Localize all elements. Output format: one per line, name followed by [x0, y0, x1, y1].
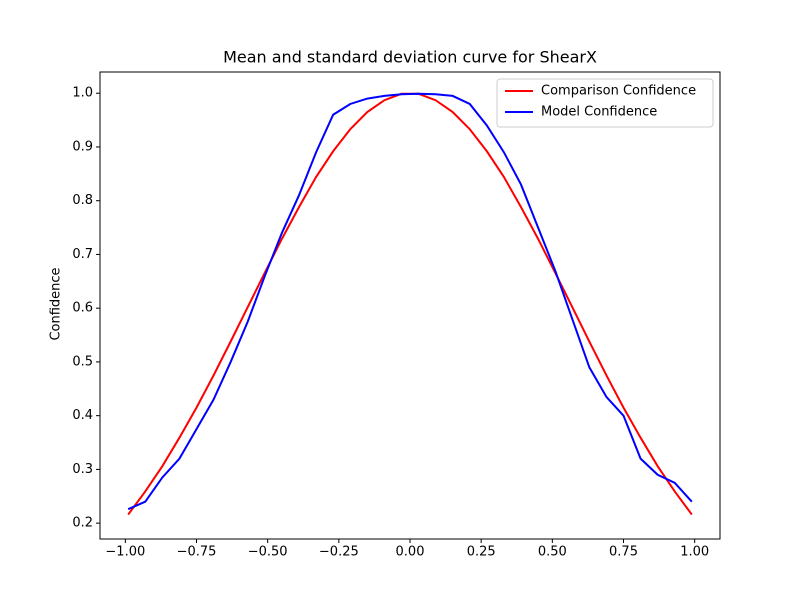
legend-label: Model Confidence [541, 105, 657, 120]
legend-box [496, 78, 714, 128]
x-tick-label: 0.50 [538, 545, 567, 560]
x-tick-label: 0.25 [467, 545, 496, 560]
y-tick-label: 0.9 [72, 139, 93, 154]
x-tick-label: −0.25 [319, 545, 359, 560]
x-tick-label: −0.75 [177, 545, 217, 560]
x-tick-label: 0.75 [609, 545, 638, 560]
legend-label: Comparison Confidence [541, 84, 696, 99]
y-tick-label: 0.8 [72, 193, 93, 208]
y-tick-label: 0.3 [72, 462, 93, 477]
x-tick-label: 1.00 [680, 545, 709, 560]
y-tick-label: 0.5 [72, 354, 93, 369]
y-tick-label: 0.7 [72, 247, 93, 262]
y-axis-label: Confidence [49, 267, 64, 340]
y-tick-label: 0.4 [72, 408, 93, 423]
y-tick-label: 0.6 [72, 301, 93, 316]
y-tick-label: 0.2 [72, 516, 93, 531]
line-series [127, 92, 693, 516]
line-series [127, 92, 693, 511]
plot-frame [99, 71, 721, 540]
x-tick-label: −0.50 [248, 545, 288, 560]
y-tick-label: 1.0 [72, 86, 93, 101]
x-tick-label: 0.00 [396, 545, 425, 560]
chart-title: Mean and standard deviation curve for Sh… [223, 48, 597, 67]
x-tick-label: −1.00 [105, 545, 145, 560]
